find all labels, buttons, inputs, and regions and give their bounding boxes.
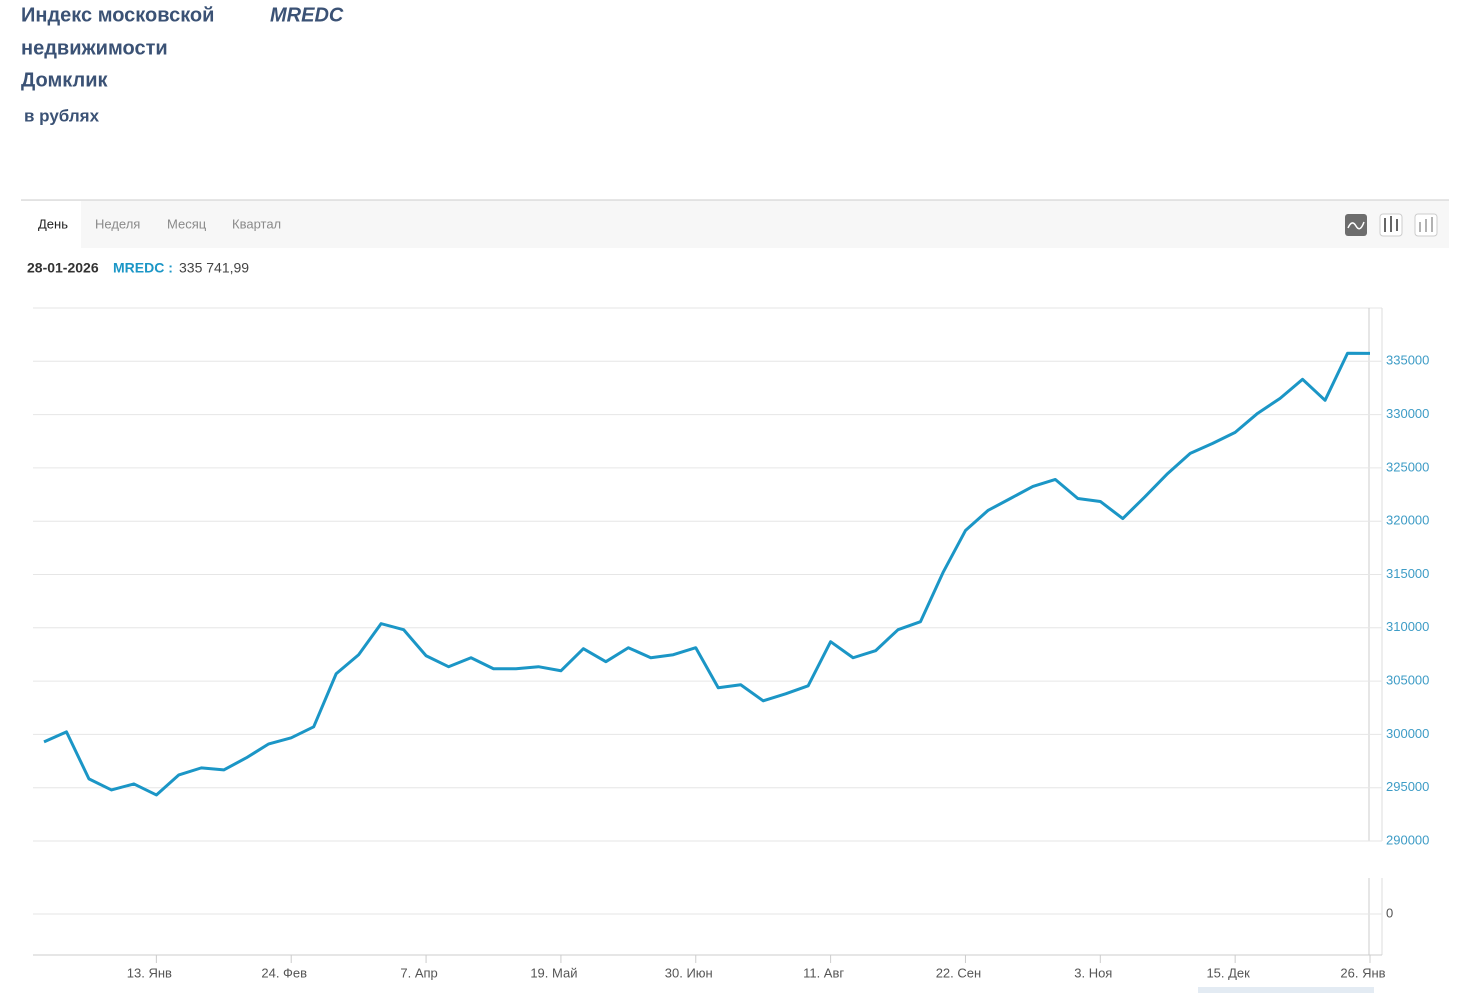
y-tick-label: 0 <box>1386 905 1393 920</box>
y-tick-label: 335000 <box>1386 353 1429 368</box>
tab[interactable]: Месяц <box>167 216 207 231</box>
x-tick-label: 24. Фев <box>261 965 307 980</box>
x-tick-label: 26. Янв <box>1340 965 1385 980</box>
y-tick-label: 295000 <box>1386 779 1429 794</box>
icon <box>1347 221 1365 230</box>
icon <box>1419 217 1433 232</box>
x-tick-label: 7. Апр <box>400 965 437 980</box>
ticker: MREDC <box>270 4 344 26</box>
y-tick-label: 290000 <box>1386 832 1429 847</box>
y-tick-label: 310000 <box>1386 619 1429 634</box>
x-tick-label: 11. Авг <box>803 965 844 980</box>
subtitle: в рублях <box>24 106 100 125</box>
x-tick-label: 19. Май <box>530 965 577 980</box>
active-tab[interactable] <box>21 201 81 248</box>
title-line: Домклик <box>21 69 108 91</box>
x-tick-label: 30. Июн <box>665 965 713 980</box>
tooltip-date: 28-01-2026 <box>27 260 99 276</box>
x-tick-label: 3. Ноя <box>1074 965 1112 980</box>
toolbar <box>21 200 1449 248</box>
tab[interactable]: Неделя <box>95 216 140 231</box>
y-tick-label: 320000 <box>1386 513 1429 528</box>
tab[interactable]: День <box>38 216 68 231</box>
tooltip-value: 335 741,99 <box>179 260 249 276</box>
line <box>43 351 1371 797</box>
y-tick-label: 305000 <box>1386 673 1429 688</box>
chart-type-buttons <box>1345 213 1438 237</box>
y-tick-label: 300000 <box>1386 726 1429 741</box>
y-tick-label: 330000 <box>1386 406 1429 421</box>
icon <box>1384 216 1398 232</box>
y-tick-label: 315000 <box>1386 566 1429 581</box>
navigator[interactable] <box>1198 987 1374 993</box>
y-tick-label: 325000 <box>1386 459 1429 474</box>
tooltip-label: MREDC : <box>113 260 173 276</box>
title-line: Индекс московской <box>21 4 214 26</box>
x-tick-label: 22. Сен <box>936 965 981 980</box>
x-tick-label: 13. Янв <box>127 965 172 980</box>
title-line: недвижимости <box>21 37 168 59</box>
x-tick-label: 15. Дек <box>1206 965 1250 980</box>
tab[interactable]: Квартал <box>232 216 281 231</box>
